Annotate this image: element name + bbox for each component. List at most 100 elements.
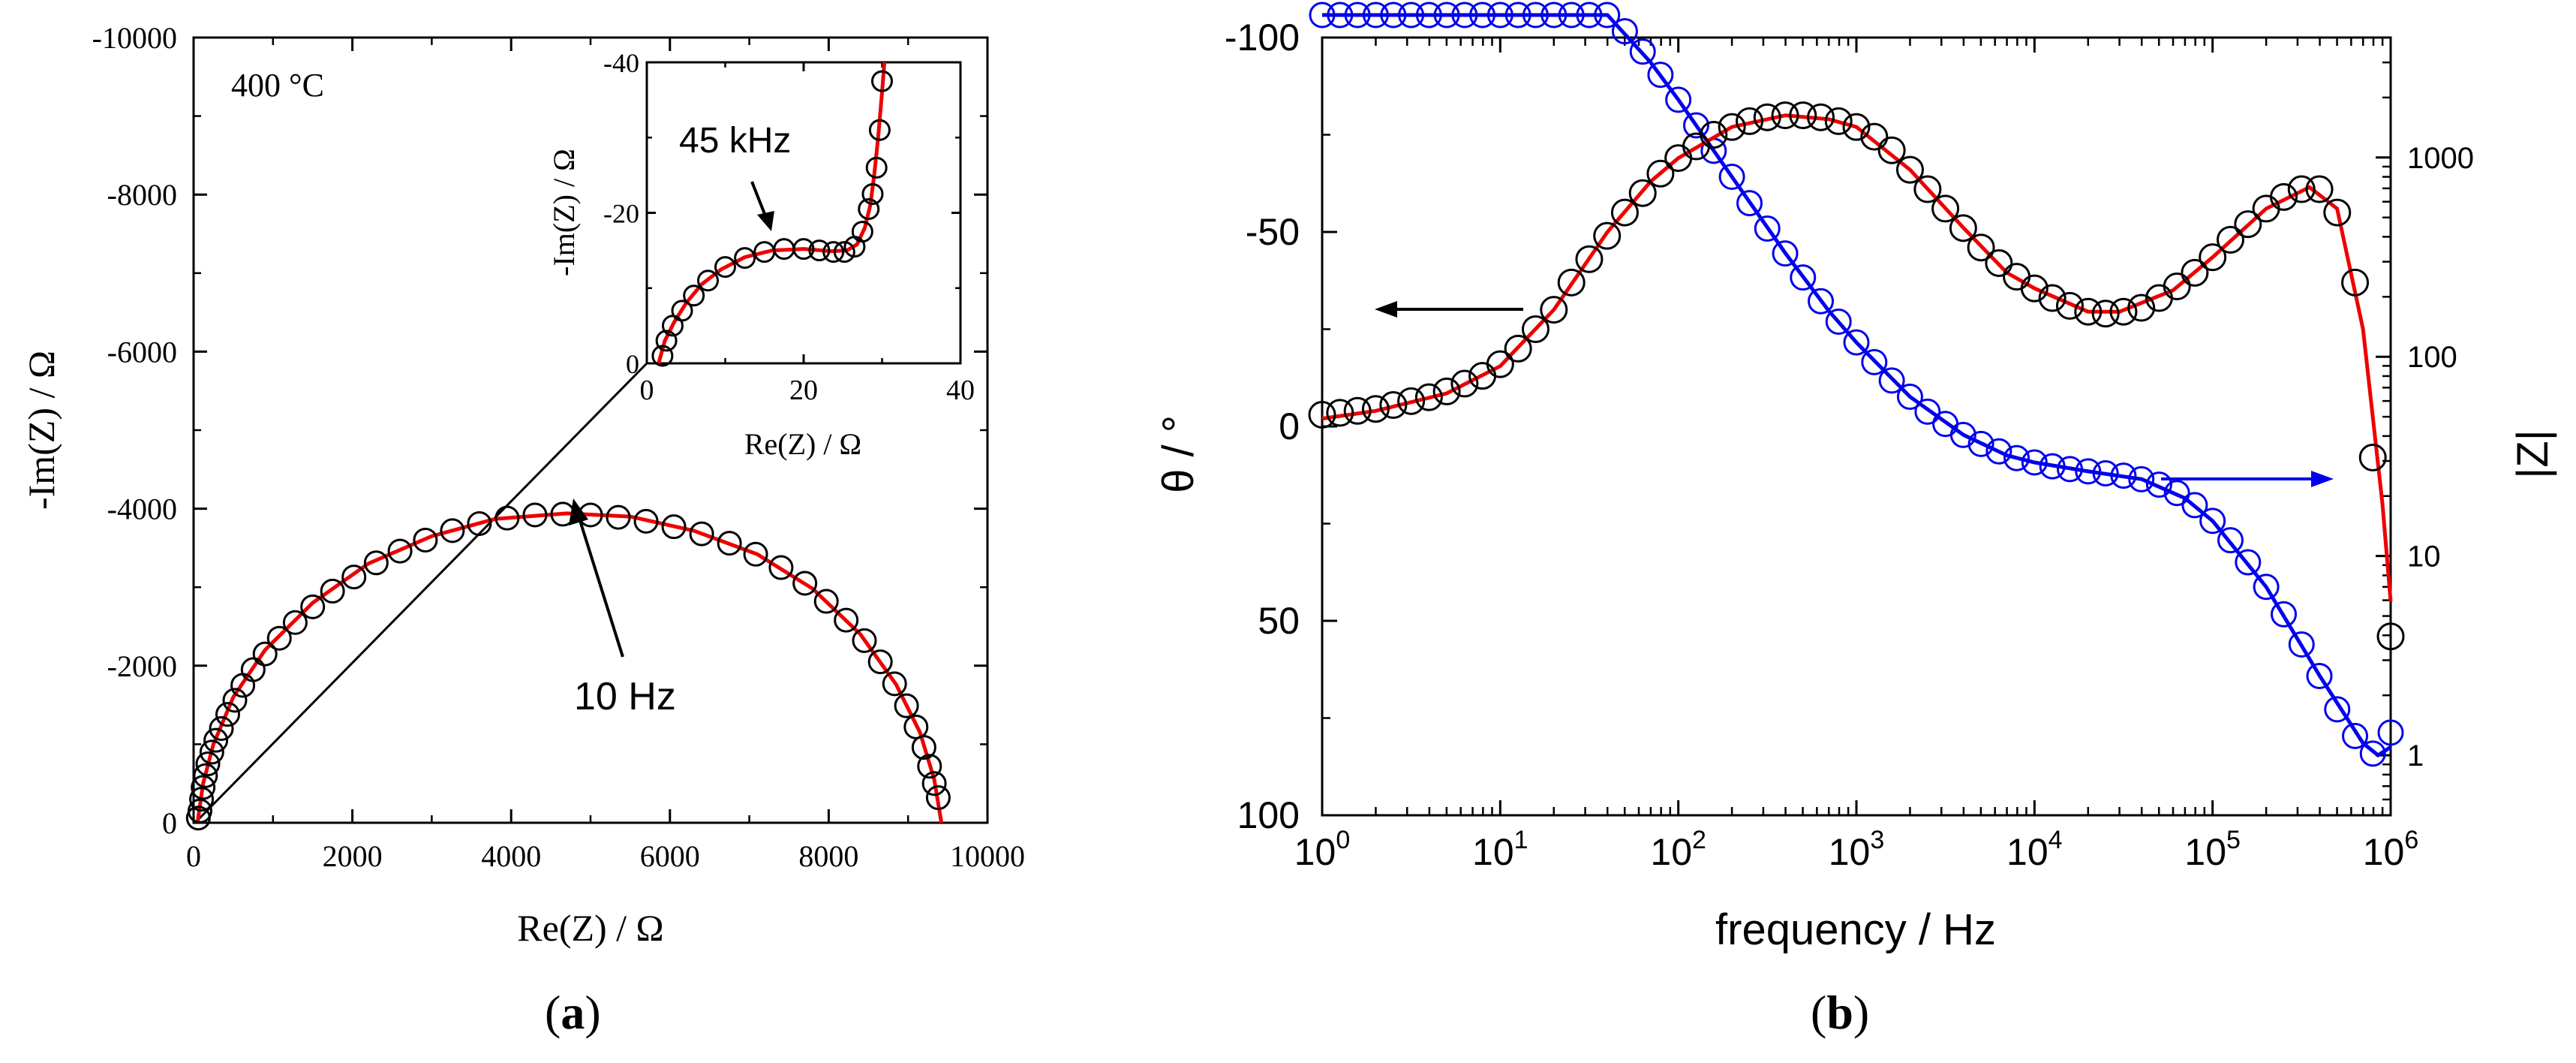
theta-data-point xyxy=(2323,198,2352,227)
modulus-data-point xyxy=(1344,2,1371,29)
data-point xyxy=(413,527,438,553)
inset-data-point xyxy=(792,238,815,260)
inset-data-point xyxy=(671,300,693,322)
modulus-data-point xyxy=(1985,438,2012,465)
theta-data-point xyxy=(2038,284,2067,312)
data-point xyxy=(387,538,413,564)
inset-x-tick-label: 40 xyxy=(946,375,975,406)
y-tick-label: -10000 xyxy=(92,21,177,55)
panel-b-caption-letter: b xyxy=(1826,986,1853,1039)
inset-x-axis-label: Re(Z) / Ω xyxy=(744,427,861,461)
inset-data-marks xyxy=(651,62,893,367)
freq-45khz-label: 45 kHz xyxy=(679,121,791,161)
modulus-data-point xyxy=(2199,507,2226,535)
inset-data-point xyxy=(868,119,891,141)
theta-data-point xyxy=(1379,391,1408,420)
x-tick-label: 103 xyxy=(1829,826,1885,873)
inset-data-point xyxy=(822,241,845,263)
x-tick-exponent: 2 xyxy=(1692,826,1706,854)
fit-line-red xyxy=(195,511,944,824)
theta-data-point xyxy=(1931,194,1960,223)
x-tick-base: 10 xyxy=(2006,831,2048,873)
data-point xyxy=(252,641,278,667)
x-tick-label: 106 xyxy=(2363,826,2419,873)
panel-b-caption: (b) xyxy=(1811,986,1869,1039)
modulus-data-point xyxy=(1469,2,1496,29)
modulus-data-point xyxy=(1665,86,1692,113)
x-tick-label: 0 xyxy=(186,839,201,873)
theta-data-point xyxy=(2341,268,2370,297)
x-tick-base: 10 xyxy=(2363,831,2405,873)
modulus-data-point xyxy=(2092,460,2119,487)
modulus-data-point xyxy=(2039,453,2066,480)
y-tick-label: -6000 xyxy=(107,335,177,369)
left-tick-label: 50 xyxy=(1258,600,1300,642)
data-point xyxy=(921,771,947,796)
data-point xyxy=(633,508,659,534)
inset-background xyxy=(642,60,957,362)
theta-data-point xyxy=(2305,175,2334,203)
modulus-data-point xyxy=(1878,367,1905,394)
theta-data-point xyxy=(2020,274,2048,303)
theta-data-point xyxy=(1807,103,1835,131)
right-tick-label: 10 xyxy=(2407,541,2441,574)
theta-data-point xyxy=(1824,107,1853,135)
x-tick-label: 100 xyxy=(1294,826,1351,873)
data-point xyxy=(222,688,248,713)
modulus-data-point xyxy=(1362,2,1389,29)
modulus-data-point xyxy=(2021,449,2048,476)
right-tick-label: 100 xyxy=(2407,341,2457,374)
data-point xyxy=(363,550,389,576)
theta-data-point xyxy=(2376,622,2405,651)
data-point xyxy=(494,505,520,531)
data-point xyxy=(606,504,631,530)
modulus-data-point xyxy=(2288,631,2315,658)
data-point xyxy=(191,775,216,800)
modulus-data-point xyxy=(2271,601,2298,628)
panel-a-nyquist-plot: 0 2000 4000 6000 8000 10000 0-2000-4000-6000-… xyxy=(20,21,1025,1039)
left-tick-label: 100 xyxy=(1237,794,1300,836)
modulus-data-point xyxy=(2128,465,2155,492)
data-point xyxy=(882,671,907,697)
x-tick-exponent: 6 xyxy=(2404,826,2418,854)
panel-a-x-axis-label: Re(Z) / Ω xyxy=(517,907,663,949)
theta-data-point xyxy=(1985,248,2013,277)
theta-data-point xyxy=(1414,383,1443,411)
theta-data-point xyxy=(2287,175,2316,203)
y-tick-label: -2000 xyxy=(107,649,177,683)
data-point xyxy=(689,521,714,547)
data-point xyxy=(917,754,942,779)
modulus-data-point xyxy=(1914,398,1941,425)
modulus-data-point xyxy=(1327,2,1354,29)
modulus-data-point xyxy=(1558,2,1585,29)
x-tick-base: 10 xyxy=(1294,831,1336,873)
freq-10hz-arrowhead xyxy=(569,498,588,525)
theta-data-point xyxy=(1504,334,1532,363)
freq-10hz-label: 10 Hz xyxy=(574,675,676,718)
modulus-data-point xyxy=(1896,383,1923,410)
x-tick-base: 10 xyxy=(1650,831,1692,873)
data-point xyxy=(867,649,893,675)
modulus-data-point xyxy=(1861,348,1888,375)
x-tick-label: 2000 xyxy=(323,839,383,873)
theta-data-point xyxy=(1450,369,1479,398)
data-point xyxy=(189,787,215,812)
theta-data-point xyxy=(1521,315,1550,343)
theta-data-point xyxy=(2127,294,2156,322)
modulus-data-point xyxy=(1594,2,1621,29)
theta-data-point xyxy=(1486,350,1514,378)
theta-data-point xyxy=(1967,233,1995,262)
inset-connector-line xyxy=(197,362,648,821)
theta-data-point xyxy=(2109,297,2138,326)
theta-axis-arrowhead xyxy=(1375,301,1397,318)
inset-data-point xyxy=(861,182,884,205)
theta-data-point xyxy=(1593,221,1622,250)
inset-data-point xyxy=(858,197,880,220)
modulus-axis-arrowhead xyxy=(2311,471,2334,487)
inset-y-tick-label: -20 xyxy=(603,199,639,229)
data-point xyxy=(195,751,221,777)
modulus-data-point xyxy=(1504,2,1531,29)
data-point xyxy=(894,693,919,718)
x-tick-label: 8000 xyxy=(798,839,858,873)
